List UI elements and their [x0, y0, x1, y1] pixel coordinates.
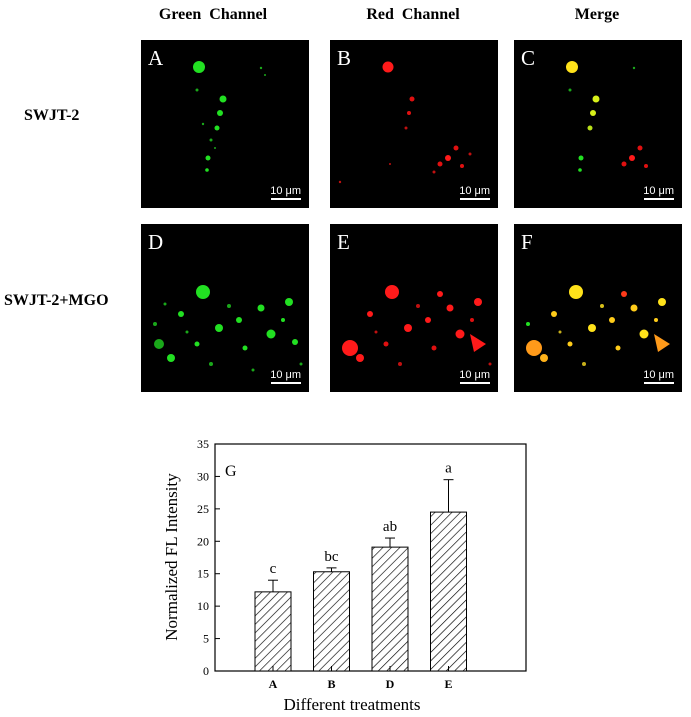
scale-label: 10 μm — [643, 185, 674, 197]
green-puncta — [193, 61, 266, 172]
panel-letter-f: F — [521, 230, 533, 254]
panel-letter-b: B — [337, 46, 352, 70]
scale-label: 10 μm — [270, 369, 301, 381]
scale-label: 10 μm — [270, 185, 301, 197]
scale-bar — [644, 382, 674, 384]
x-axis-label: Different treatments — [283, 695, 420, 714]
y-tick-label: 30 — [197, 469, 209, 483]
significance-label: ab — [383, 519, 397, 535]
merged-puncta — [526, 285, 670, 366]
micrograph-green-swjt2-mgo: D 10 μm — [141, 224, 309, 392]
y-tick-label: 0 — [203, 664, 209, 678]
panel-letter-d: D — [148, 230, 164, 254]
bar-A — [254, 591, 292, 672]
panel-letter-a: A — [148, 46, 164, 70]
scale-bar — [460, 382, 490, 384]
red-puncta — [338, 61, 472, 184]
x-tick-label: D — [386, 677, 395, 691]
row-label-swjt2: SWJT-2 — [24, 107, 80, 124]
plot-frame — [214, 443, 527, 672]
scale-bar — [460, 198, 490, 200]
green-channel-header: Green Channel — [158, 6, 268, 23]
x-tick-label: A — [269, 677, 278, 691]
scale-label: 10 μm — [643, 369, 674, 381]
significance-label: a — [445, 461, 452, 477]
green-puncta — [153, 285, 303, 372]
y-tick-label: 10 — [197, 599, 209, 613]
y-tick-label: 5 — [203, 632, 209, 646]
significance-label: bc — [324, 549, 339, 565]
red-channel-header: Red Channel — [366, 6, 460, 23]
panel-letter-c: C — [521, 46, 536, 70]
y-tick-label: 15 — [197, 567, 209, 581]
bar-E — [430, 511, 467, 672]
significance-label: c — [270, 561, 277, 577]
micrograph-red-swjt2: B 10 μm — [330, 40, 498, 208]
micrograph-green-swjt2: A 10 μm — [141, 40, 309, 208]
y-tick-label: 20 — [197, 534, 209, 548]
bar-B — [313, 571, 350, 672]
bar-D — [371, 546, 409, 672]
merge-header: Merge — [574, 6, 620, 23]
y-axis-label: Normalized FL Intensity — [162, 473, 181, 641]
scale-label: 10 μm — [459, 369, 490, 381]
red-puncta — [342, 285, 492, 366]
micrograph-merge-swjt2: C 10 μm — [514, 40, 682, 208]
scale-bar — [644, 198, 674, 200]
y-tick-label: 25 — [197, 502, 209, 516]
micrograph-red-swjt2-mgo: E 10 μm — [330, 224, 498, 392]
row-label-swjt2-mgo: SWJT-2+MGO — [4, 292, 109, 309]
y-tick-label: 35 — [197, 437, 209, 451]
micrograph-merge-swjt2-mgo: F 10 μm — [514, 224, 682, 392]
x-tick-label: E — [444, 677, 452, 691]
bar-chart-g: 0 5 10 15 20 25 30 35 c Abc Bab Da E G Different tr… — [162, 437, 527, 714]
scale-label: 10 μm — [459, 185, 490, 197]
scale-bar — [271, 382, 301, 384]
scale-bar — [271, 198, 301, 200]
panel-letter-e: E — [337, 230, 350, 254]
merged-puncta — [566, 61, 648, 172]
panel-letter-g: G — [225, 463, 237, 480]
x-tick-label: B — [327, 677, 335, 691]
